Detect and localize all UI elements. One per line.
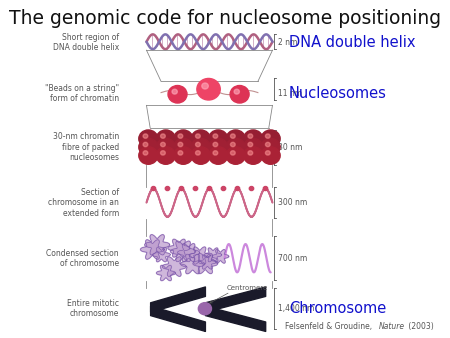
Polygon shape (145, 235, 170, 255)
Circle shape (209, 147, 228, 164)
Text: DNA double helix: DNA double helix (289, 35, 415, 50)
Circle shape (191, 138, 210, 156)
Polygon shape (153, 247, 170, 262)
Text: Felsenfeld & Groudine,: Felsenfeld & Groudine, (285, 322, 375, 331)
Circle shape (234, 89, 239, 94)
Circle shape (226, 130, 245, 147)
Circle shape (230, 151, 235, 155)
Circle shape (266, 151, 270, 155)
Circle shape (230, 134, 235, 138)
Circle shape (266, 134, 270, 138)
Text: 1,400 nm: 1,400 nm (278, 304, 315, 313)
Circle shape (230, 86, 249, 103)
Polygon shape (177, 244, 200, 262)
Circle shape (195, 142, 200, 147)
Text: Chromosome: Chromosome (289, 301, 386, 316)
Circle shape (230, 142, 235, 147)
Circle shape (261, 138, 280, 156)
Circle shape (161, 142, 165, 147)
Polygon shape (204, 248, 222, 262)
Circle shape (244, 130, 263, 147)
Text: Short region of
DNA double helix: Short region of DNA double helix (53, 33, 119, 52)
Polygon shape (162, 257, 186, 276)
Circle shape (178, 142, 183, 147)
Circle shape (202, 83, 208, 89)
Circle shape (178, 134, 183, 138)
Polygon shape (171, 241, 196, 262)
Circle shape (244, 147, 263, 164)
Circle shape (213, 142, 218, 147)
Polygon shape (140, 240, 165, 259)
Circle shape (161, 134, 165, 138)
Circle shape (209, 138, 228, 156)
Circle shape (195, 134, 200, 138)
Text: "Beads on a string"
form of chromatin: "Beads on a string" form of chromatin (45, 83, 119, 103)
Circle shape (244, 138, 263, 156)
Text: Nature: Nature (379, 322, 405, 331)
Circle shape (143, 151, 148, 155)
Text: 11 nm: 11 nm (278, 89, 302, 98)
Circle shape (197, 78, 220, 100)
Polygon shape (193, 254, 218, 274)
Circle shape (143, 142, 148, 147)
Circle shape (248, 134, 253, 138)
Circle shape (209, 130, 228, 147)
Circle shape (195, 151, 200, 155)
Circle shape (165, 187, 170, 191)
Text: (2003): (2003) (406, 322, 434, 331)
Circle shape (143, 134, 148, 138)
Text: Centromere: Centromere (227, 285, 268, 291)
Circle shape (249, 187, 254, 191)
Polygon shape (189, 247, 211, 264)
Text: 2 nm: 2 nm (278, 38, 297, 47)
Circle shape (179, 187, 184, 191)
Circle shape (226, 147, 245, 164)
Text: Section of
chromosome in an
extended form: Section of chromosome in an extended for… (48, 188, 119, 218)
Circle shape (178, 151, 183, 155)
Circle shape (161, 151, 165, 155)
Circle shape (139, 130, 158, 147)
Circle shape (194, 187, 198, 191)
Text: Condensed section
of chromosome: Condensed section of chromosome (46, 248, 119, 268)
Circle shape (191, 130, 210, 147)
Text: Nucleosomes: Nucleosomes (289, 86, 387, 101)
Text: Entire mitotic
chromosome: Entire mitotic chromosome (67, 299, 119, 318)
Circle shape (174, 138, 193, 156)
Circle shape (156, 147, 176, 164)
Circle shape (191, 147, 210, 164)
Polygon shape (157, 265, 176, 281)
Text: 300 nm: 300 nm (278, 198, 307, 207)
Circle shape (156, 130, 176, 147)
Circle shape (261, 147, 280, 164)
Circle shape (248, 142, 253, 147)
Circle shape (221, 187, 225, 191)
Circle shape (226, 138, 245, 156)
Circle shape (156, 138, 176, 156)
Polygon shape (180, 254, 205, 274)
Text: 30 nm: 30 nm (278, 143, 302, 152)
Circle shape (198, 303, 211, 315)
Circle shape (174, 130, 193, 147)
Polygon shape (212, 249, 229, 263)
Circle shape (213, 134, 218, 138)
Circle shape (261, 130, 280, 147)
Text: 700 nm: 700 nm (278, 254, 307, 263)
Circle shape (139, 147, 158, 164)
Circle shape (263, 187, 268, 191)
Circle shape (139, 138, 158, 156)
Circle shape (151, 187, 156, 191)
Circle shape (168, 86, 187, 103)
Polygon shape (168, 239, 190, 257)
Circle shape (266, 142, 270, 147)
Circle shape (172, 89, 177, 94)
Text: 30-nm chromatin
fibre of packed
nucleosomes: 30-nm chromatin fibre of packed nucleoso… (53, 132, 119, 162)
Polygon shape (199, 255, 216, 269)
Circle shape (174, 147, 193, 164)
Circle shape (207, 187, 212, 191)
Circle shape (248, 151, 253, 155)
Text: The genomic code for nucleosome positioning: The genomic code for nucleosome position… (9, 9, 441, 28)
Circle shape (213, 151, 218, 155)
Circle shape (235, 187, 240, 191)
